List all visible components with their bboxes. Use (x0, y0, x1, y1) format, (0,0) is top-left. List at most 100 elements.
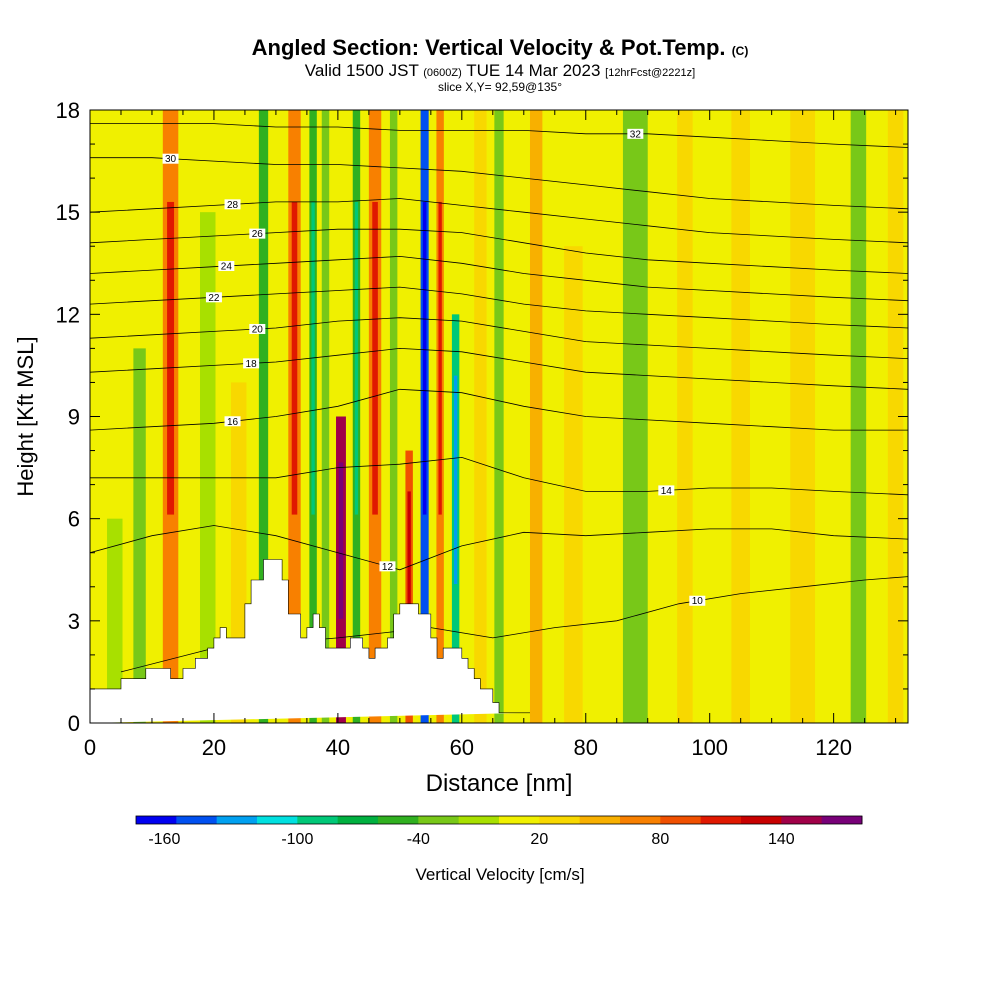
isentrope-label: 12 (382, 562, 394, 573)
x-tick-label: 120 (815, 735, 852, 760)
colorbar-segment (741, 816, 782, 824)
isentrope-label: 20 (252, 324, 264, 335)
isentrope-line (90, 157, 908, 210)
colorbar-tick-label: -40 (407, 831, 430, 848)
copyright-mark: (C) (731, 44, 749, 58)
colorbar-segment (579, 816, 621, 824)
colorbar-tick-label: 80 (651, 831, 669, 848)
isentrope-label-bg (249, 228, 266, 239)
chart-title: Angled Section: Vertical Velocity & Pot.… (251, 35, 726, 60)
isentrope-label-bg (689, 595, 706, 606)
isentrope-label: 22 (208, 293, 220, 304)
velocity-cell (389, 110, 398, 723)
valid-time-line: Valid 1500 JST (0600Z) TUE 14 Mar 2023 [… (0, 61, 1000, 81)
colorbar-segment (458, 816, 500, 824)
colorbar-segment (418, 816, 460, 824)
velocity-cell (529, 110, 543, 723)
velocity-cell (622, 110, 648, 723)
velocity-cell (199, 212, 216, 723)
y-axis-label: Height [Kft MSL] (13, 336, 38, 496)
x-tick-label: 80 (574, 735, 598, 760)
colorbar-tick-label: -100 (281, 831, 313, 848)
colorbar-segment (781, 816, 823, 824)
isentrope-label-bg (658, 485, 675, 496)
velocity-core (338, 462, 344, 619)
valid-utc: (0600Z) (423, 67, 462, 79)
colorbar-segment (337, 816, 379, 824)
colorbar: -160 -100 -40 20 80 140 Vertical Velocity [cm/… (135, 815, 863, 884)
y-tick-label: 15 (56, 200, 80, 225)
y-tick-label: 3 (68, 609, 80, 634)
colorbar-tick-label: 20 (530, 831, 548, 848)
velocity-cell (494, 110, 504, 723)
isentrope-label-bg (162, 153, 179, 164)
velocity-core (167, 201, 175, 515)
isentrope-label-bg (249, 323, 266, 334)
y-tick-label: 0 (68, 711, 80, 736)
x-tick-label: 0 (84, 735, 96, 760)
velocity-cell (677, 110, 693, 723)
isentrope-label-bg (205, 292, 222, 303)
colorbar-segment (216, 816, 258, 824)
isentrope-line (90, 317, 908, 359)
isentrope-line (90, 347, 908, 390)
velocity-cell (258, 110, 269, 723)
colorbar-tick-label: -160 (148, 831, 180, 848)
velocity-core (354, 201, 359, 515)
isentrope-label: 14 (661, 486, 673, 497)
velocity-core (372, 201, 378, 515)
chart-title-line: Angled Section: Vertical Velocity & Pot.… (0, 36, 1000, 63)
isentrope-contours: 10 12 14 16 18 20 22 24 26 28 30 32 (90, 123, 908, 673)
isentrope-line (90, 198, 908, 244)
colorbar-segment (297, 816, 339, 824)
title-block: Angled Section: Vertical Velocity & Pot.… (0, 36, 1000, 94)
isentrope-label: 24 (221, 261, 233, 272)
colorbar-tick-label: 140 (768, 831, 795, 848)
colorbar-segment (257, 816, 298, 824)
isentrope-label-bg (224, 199, 241, 210)
velocity-core (291, 201, 298, 515)
isentrope-label-bg (243, 358, 260, 369)
isentrope-label: 18 (246, 359, 258, 370)
colorbar-segment (136, 816, 177, 824)
isentrope-line (90, 456, 908, 496)
velocity-cell (790, 110, 816, 723)
isentrope-label-bg (218, 260, 235, 271)
velocity-cell (107, 518, 123, 723)
colorbar-segment (620, 816, 661, 824)
x-tick-label: 60 (450, 735, 474, 760)
colorbar-segment (700, 816, 742, 824)
isentrope-label-bg (224, 416, 241, 427)
isentrope-label-bg (379, 561, 396, 572)
axes: 0 20 40 60 80 100 120 0 3 6 9 12 15 18 Distance [nm] He… (13, 98, 908, 797)
isentrope-label: 26 (252, 229, 264, 240)
velocity-cell (887, 110, 904, 723)
velocity-cell (850, 110, 867, 723)
isentrope-label: 28 (227, 200, 239, 211)
x-tick-label: 40 (326, 735, 350, 760)
velocity-core (453, 375, 458, 585)
valid-date: TUE 14 Mar 2023 (466, 61, 601, 80)
terrain (90, 559, 530, 723)
colorbar-segment (176, 816, 218, 824)
plot-area: 10 12 14 16 18 20 22 24 26 28 30 32 (90, 110, 908, 723)
isentrope-line (90, 228, 908, 274)
slice-info: slice X,Y= 92,59@135° (437, 80, 563, 94)
velocity-core (407, 491, 411, 631)
isentrope-line (90, 525, 908, 571)
isentrope-label: 10 (692, 596, 704, 607)
colorbar-segment (660, 816, 702, 824)
colorbar-segment (499, 816, 540, 824)
isentrope-line (90, 286, 908, 329)
colorbar-segment (378, 816, 419, 824)
y-tick-label: 6 (68, 507, 80, 532)
x-tick-label: 100 (691, 735, 728, 760)
velocity-cell (321, 110, 330, 723)
y-tick-label: 12 (56, 302, 80, 327)
colorbar-segment (539, 816, 581, 824)
y-tick-label: 9 (68, 405, 80, 430)
x-tick-label: 20 (202, 735, 226, 760)
velocity-cell (731, 110, 750, 723)
isentrope-label: 30 (165, 154, 177, 165)
